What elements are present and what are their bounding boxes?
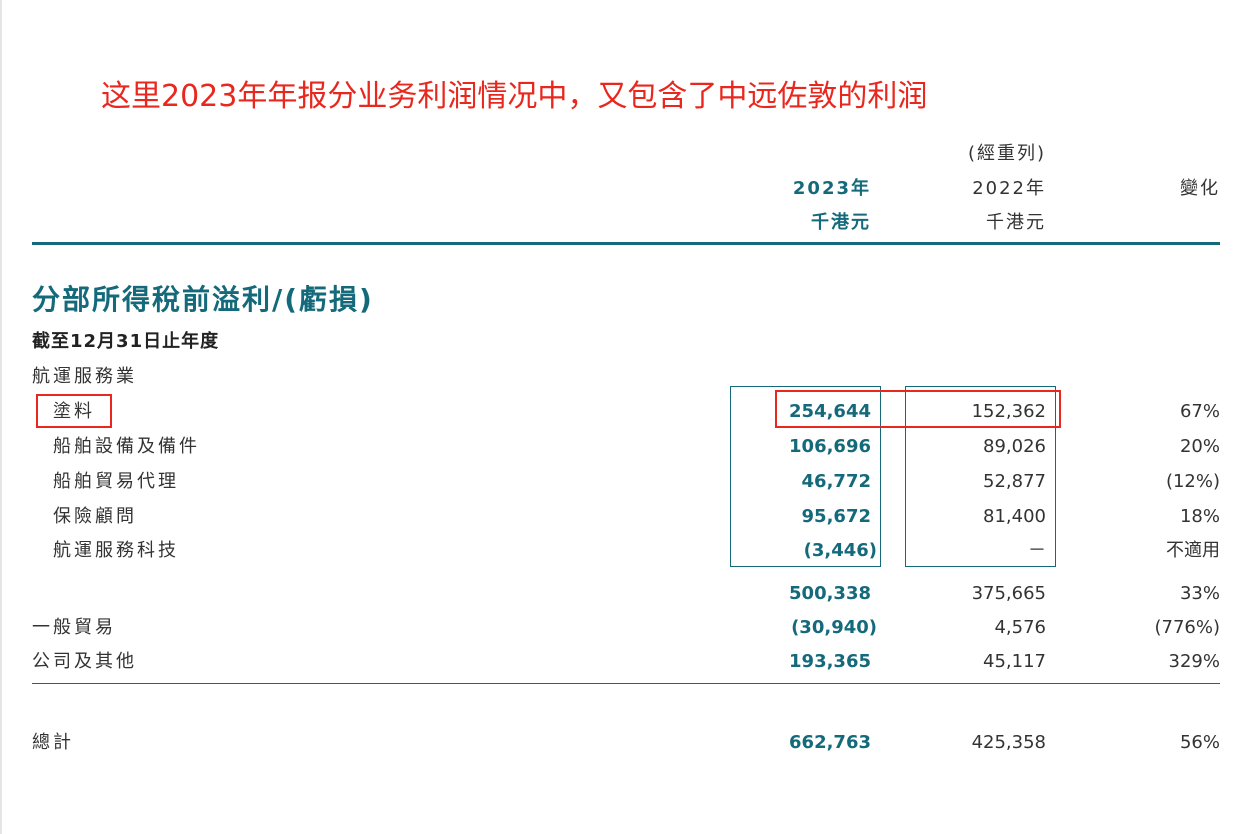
change-header: 變化 (1180, 178, 1220, 199)
row-prior-subtotal: 375,665 (971, 583, 1046, 604)
row-change-subtotal: 33% (1179, 583, 1220, 604)
row-change-coatings: 67% (1179, 401, 1220, 422)
row-prior-general-trading: 4,576 (994, 617, 1046, 638)
row-current-insurance-consulting: 95,672 (801, 506, 871, 527)
row-label-shipping-services: 航運服務業 (32, 366, 137, 387)
row-current-marine-equipment: 106,696 (789, 436, 871, 457)
row-label-ship-trading-agency: 船舶貿易代理 (53, 471, 179, 492)
row-current-total: 662,763 (789, 732, 871, 753)
current-year-header: 2023年 (792, 178, 871, 199)
row-change-shipping-tech: 不適用 (1166, 540, 1220, 561)
row-change-total: 56% (1179, 732, 1220, 753)
row-prior-total: 425,358 (971, 732, 1046, 753)
prior-column-highlight-box (905, 386, 1056, 567)
current-column-highlight-box (730, 386, 881, 567)
row-current-shipping-tech: (3,446) (803, 540, 877, 561)
row-label-coatings: 塗料 (53, 401, 95, 422)
total-rule (32, 683, 1220, 684)
prior-unit-header: 千港元 (986, 212, 1046, 233)
row-label-marine-equipment: 船舶設備及備件 (53, 436, 200, 457)
annotation-note: 这里2023年年报分业务利润情况中，又包含了中远佐敦的利润 (101, 79, 928, 114)
header-rule (32, 242, 1220, 245)
page-edge (0, 0, 2, 834)
row-current-general-trading: (30,940) (791, 617, 877, 638)
row-prior-shipping-tech: － (1028, 540, 1046, 561)
row-current-corporate-other: 193,365 (789, 651, 871, 672)
row-prior-corporate-other: 45,117 (983, 651, 1046, 672)
row-current-coatings: 254,644 (789, 401, 871, 422)
row-prior-marine-equipment: 89,026 (983, 436, 1046, 457)
section-subtitle: 截至12月31日止年度 (32, 331, 220, 352)
row-prior-coatings: 152,362 (971, 401, 1046, 422)
current-unit-header: 千港元 (811, 212, 871, 233)
row-label-shipping-tech: 航運服務科技 (53, 540, 179, 561)
row-prior-ship-trading-agency: 52,877 (983, 471, 1046, 492)
row-change-corporate-other: 329% (1168, 651, 1220, 672)
row-label-insurance-consulting: 保險顧問 (53, 506, 137, 527)
section-title: 分部所得稅前溢利/(虧損) (32, 283, 374, 316)
restated-note: (經重列) (967, 143, 1046, 164)
row-change-ship-trading-agency: (12%) (1165, 471, 1220, 492)
coatings-values-highlight-box (775, 390, 1061, 428)
row-label-general-trading: 一般貿易 (32, 617, 116, 638)
row-change-general-trading: (776%) (1154, 617, 1220, 638)
row-change-insurance-consulting: 18% (1179, 506, 1220, 527)
row-current-ship-trading-agency: 46,772 (801, 471, 871, 492)
row-current-subtotal: 500,338 (789, 583, 871, 604)
prior-year-header: 2022年 (972, 178, 1046, 199)
row-prior-insurance-consulting: 81,400 (983, 506, 1046, 527)
row-label-total: 總計 (32, 732, 74, 753)
row-change-marine-equipment: 20% (1179, 436, 1220, 457)
coatings-label-highlight-box (36, 394, 112, 428)
row-label-corporate-other: 公司及其他 (32, 651, 137, 672)
